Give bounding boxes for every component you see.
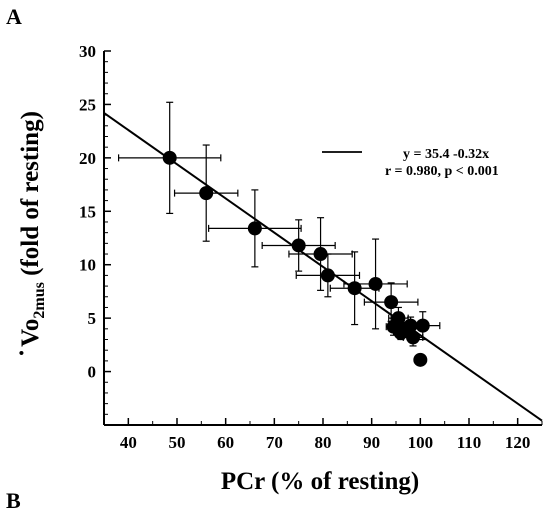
data-point [295, 253, 361, 298]
data-point [208, 189, 302, 268]
data-point [288, 217, 353, 291]
regression-line [103, 112, 543, 422]
x-axis-title: PCr (% of resting) [221, 468, 419, 495]
y-tick-label: 5 [88, 309, 97, 328]
data-point [343, 238, 408, 330]
x-tick-label: 70 [266, 433, 283, 452]
data-point [117, 101, 222, 215]
y-axis-title-subscript: 2mus [31, 282, 48, 318]
y-tick-label: 0 [88, 363, 97, 382]
data-marker [384, 295, 399, 310]
data-point [261, 219, 336, 272]
x-tick-label: 50 [169, 433, 186, 452]
y-axis-title-dot: · [9, 349, 36, 357]
x-tick-label: 110 [457, 433, 482, 452]
data-marker [413, 352, 428, 367]
regression-stats: r = 0.980, p < 0.001 [385, 164, 499, 179]
x-tick-label: 60 [217, 433, 234, 452]
data-marker [368, 276, 383, 291]
data-marker [162, 150, 177, 165]
data-marker [313, 247, 328, 262]
y-axis-title-rest: (fold of resting) [17, 111, 44, 282]
data-point [413, 352, 428, 367]
x-tick-label: 120 [505, 433, 531, 452]
data-marker [415, 318, 430, 333]
data-marker [291, 238, 306, 253]
x-tick-label: 90 [363, 433, 380, 452]
data-point [173, 144, 239, 242]
regression-equation: y = 35.4 -0.32x [403, 147, 489, 162]
data-marker [347, 281, 362, 296]
data-point [329, 251, 380, 326]
data-marker [199, 186, 214, 201]
plot-area: 0 5 10 15 20 25 30 40 50 60 70 80 90 100 110 120 [79, 42, 543, 452]
x-tick-label: 40 [120, 433, 137, 452]
x-tick-label: 100 [408, 433, 434, 452]
y-tick-label: 25 [79, 95, 96, 114]
panel-label-a: A [6, 4, 22, 29]
panel-label-b: B [6, 488, 21, 513]
y-tick-label: 10 [79, 256, 96, 275]
y-tick-label: 15 [79, 202, 96, 221]
y-tick-label: 20 [79, 149, 96, 168]
x-tick-label: 80 [315, 433, 332, 452]
data-point [405, 311, 441, 341]
data-marker [320, 268, 335, 283]
y-axis-title: Vo2mus (fold of resting) [17, 111, 48, 347]
data-marker [247, 221, 262, 236]
y-axis-title-main: Vo [17, 319, 44, 347]
data-marker [406, 330, 421, 345]
y-tick-label: 30 [79, 42, 96, 61]
